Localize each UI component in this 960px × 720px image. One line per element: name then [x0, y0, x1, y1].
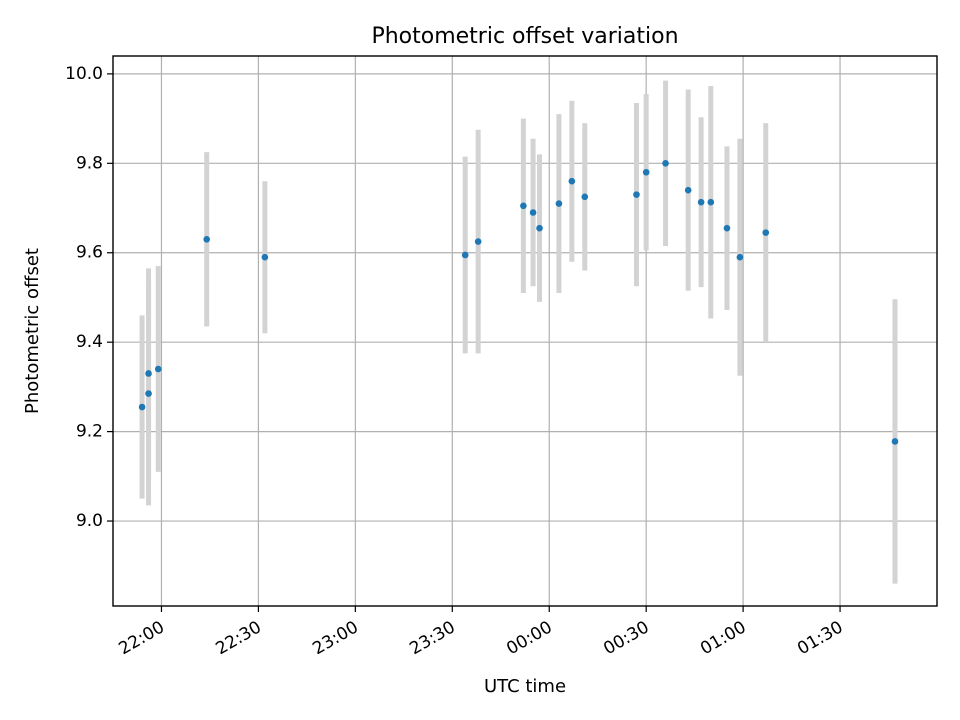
- plot-frame: [112, 55, 938, 607]
- data-point: [736, 253, 744, 261]
- data-point: [568, 177, 576, 185]
- data-point: [662, 160, 669, 167]
- data-point: [536, 224, 543, 232]
- data-point: [762, 229, 770, 236]
- y-tick-label: 9.6: [76, 243, 103, 263]
- data-points: [138, 160, 899, 445]
- data-point: [145, 390, 152, 397]
- grid: [113, 56, 937, 606]
- data-point: [138, 403, 146, 411]
- y-tick-label: 9.4: [76, 332, 103, 352]
- x-axis-label: UTC time: [484, 676, 566, 697]
- y-axis-label: Photometric offset: [22, 248, 43, 414]
- y-axis-ticks: 9.0 9.2 9.4 9.6 9.8 10.0: [65, 64, 113, 531]
- y-tick-label: 9.0: [76, 511, 103, 531]
- data-point: [723, 224, 731, 232]
- data-point: [203, 236, 211, 243]
- data-point: [555, 200, 563, 207]
- data-point: [642, 168, 650, 176]
- data-point: [529, 209, 537, 216]
- data-point: [520, 202, 527, 210]
- chart-title: Photometric offset variation: [371, 24, 678, 49]
- y-tick-label: 9.8: [76, 153, 103, 173]
- data-point: [461, 251, 469, 259]
- data-point: [684, 186, 692, 194]
- data-point: [154, 365, 162, 373]
- y-tick-label: 9.2: [76, 422, 103, 442]
- data-point: [891, 438, 899, 445]
- data-point: [707, 198, 715, 206]
- data-point: [581, 193, 589, 201]
- y-tick-label: 10.0: [65, 64, 103, 84]
- data-point: [474, 238, 482, 245]
- data-point: [261, 253, 269, 261]
- data-point: [633, 191, 640, 198]
- data-point: [145, 370, 152, 377]
- data-point: [697, 198, 705, 206]
